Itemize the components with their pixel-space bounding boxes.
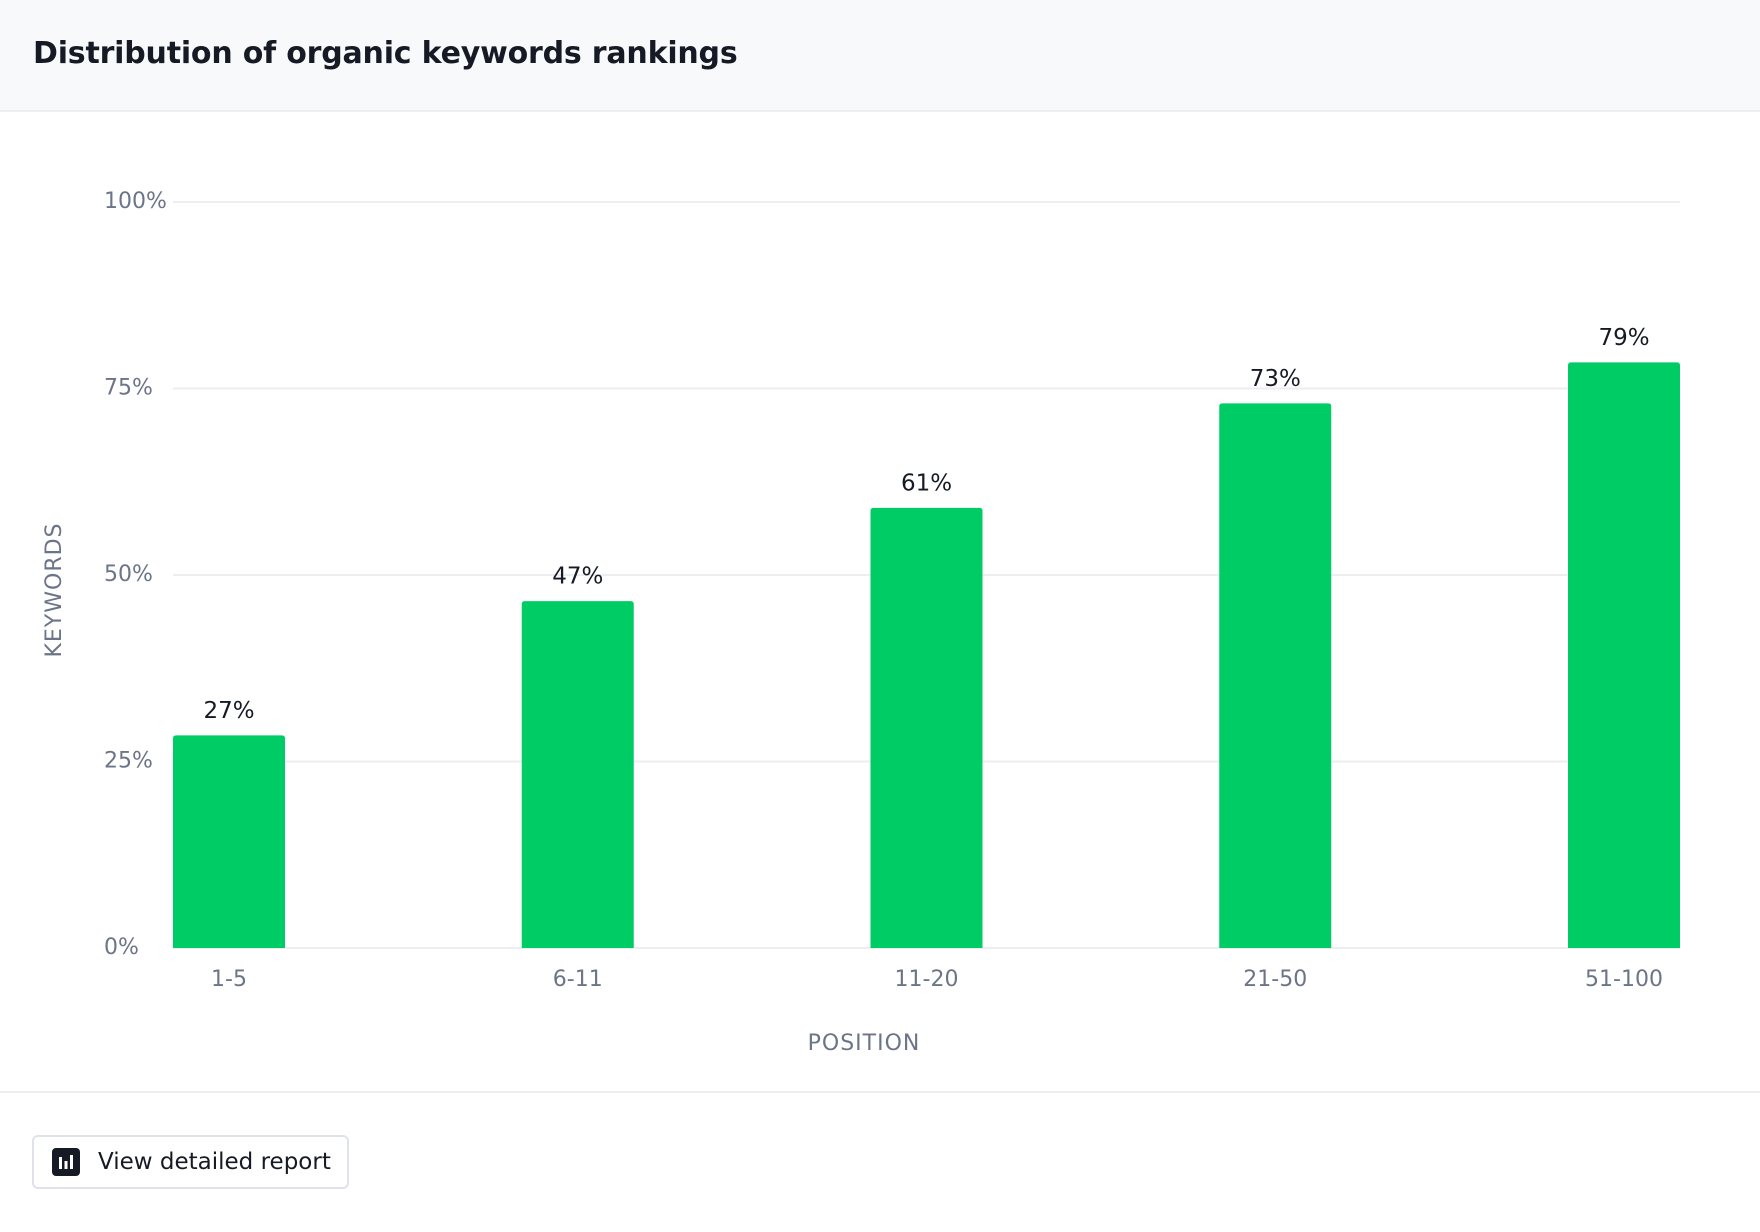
x-tick-label: 6-11 [553, 967, 603, 992]
chart-area: 0% 25% 50% 75% 100% 27% 47% 61% 73% 79% 1-5 6-11 1… [0, 112, 1760, 1092]
bar-value-label: 61% [901, 470, 952, 496]
y-tick-label: 100% [104, 189, 167, 214]
bar-value-label: 47% [552, 564, 603, 590]
y-tick-label: 25% [104, 749, 153, 774]
card-header: Distribution of organic keywords ranking… [0, 0, 1760, 112]
bar-51-100[interactable] [1568, 362, 1680, 948]
bar-chart: 0% 25% 50% 75% 100% 27% 47% 61% 73% 79% 1-5 6-11 1… [42, 189, 1680, 1056]
bar-chart-icon [52, 1148, 80, 1176]
x-tick-label: 1-5 [211, 967, 247, 992]
bar-value-label: 27% [203, 698, 254, 724]
y-axis-title: KEYWORDS [42, 522, 67, 657]
y-tick-label: 75% [104, 376, 153, 401]
x-tick-label: 21-50 [1243, 967, 1307, 992]
bar-6-11[interactable] [521, 601, 634, 948]
report-button-label: View detailed report [98, 1149, 331, 1175]
footer-divider [0, 1091, 1760, 1093]
y-tick-label: 50% [104, 562, 153, 587]
bar-11-20[interactable] [870, 507, 983, 948]
view-detailed-report-button[interactable]: View detailed report [32, 1135, 349, 1189]
bar-value-label: 79% [1598, 325, 1649, 351]
y-tick-label: 0% [104, 935, 139, 960]
bar-21-50[interactable] [1219, 403, 1332, 948]
x-axis-title: POSITION [808, 1031, 921, 1056]
x-tick-label: 11-20 [895, 967, 959, 992]
chart-title: Distribution of organic keywords ranking… [33, 36, 738, 71]
bar-value-label: 73% [1250, 366, 1301, 392]
x-tick-label: 51-100 [1585, 967, 1663, 992]
bar-1-5[interactable] [173, 735, 285, 948]
